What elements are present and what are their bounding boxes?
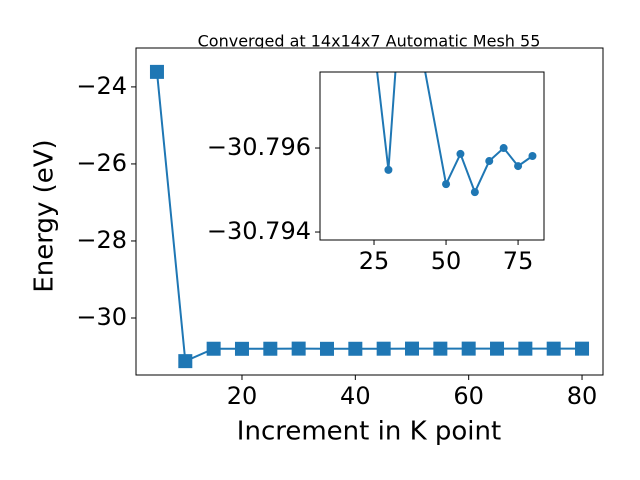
marker bbox=[575, 341, 590, 356]
axes-frame bbox=[135, 47, 604, 376]
chart-title: Converged at 14x14x7 Automatic Mesh 55 bbox=[198, 32, 541, 51]
marker bbox=[461, 341, 476, 356]
marker bbox=[178, 354, 193, 369]
data-line bbox=[155, 71, 583, 363]
marker bbox=[528, 152, 537, 160]
x-tick-label: 80 bbox=[567, 382, 598, 410]
marker bbox=[234, 341, 249, 356]
marker bbox=[206, 341, 221, 356]
y-tick-label: −24 bbox=[76, 72, 127, 100]
marker bbox=[149, 64, 164, 79]
marker bbox=[384, 165, 393, 174]
marker bbox=[319, 341, 334, 356]
y-tick-label: −30 bbox=[76, 303, 127, 331]
y-tick-label: −30.796 bbox=[207, 133, 311, 161]
x-tick-label: 60 bbox=[453, 382, 484, 410]
marker bbox=[499, 144, 508, 153]
marker bbox=[485, 157, 494, 166]
plot-area bbox=[320, 72, 544, 240]
marker bbox=[348, 341, 363, 356]
marker bbox=[490, 341, 505, 356]
y-axis-label: Energy (eV) bbox=[30, 139, 60, 292]
marker bbox=[514, 162, 523, 171]
marker bbox=[263, 341, 278, 356]
marker bbox=[456, 149, 465, 158]
marker bbox=[442, 180, 451, 189]
marker bbox=[405, 341, 420, 356]
marker bbox=[518, 341, 533, 356]
plot-content bbox=[341, 18, 537, 197]
marker bbox=[433, 341, 448, 356]
x-tick-label: 75 bbox=[503, 247, 534, 275]
x-axis-label: Increment in K point bbox=[237, 417, 501, 447]
x-tick-label: 50 bbox=[431, 247, 462, 275]
y-tick-label: −26 bbox=[76, 149, 127, 177]
plot-content bbox=[149, 64, 590, 369]
marker bbox=[546, 341, 561, 356]
marker bbox=[341, 18, 349, 26]
y-tick-label: −28 bbox=[76, 226, 127, 254]
marker bbox=[291, 341, 306, 356]
x-tick-label: 20 bbox=[227, 382, 258, 410]
x-tick-label: 25 bbox=[359, 247, 390, 275]
axes-frame bbox=[319, 71, 545, 241]
marker bbox=[376, 341, 391, 356]
x-tick-label: 40 bbox=[340, 382, 371, 410]
marker bbox=[470, 188, 479, 197]
y-tick-label: −30.794 bbox=[207, 217, 311, 245]
